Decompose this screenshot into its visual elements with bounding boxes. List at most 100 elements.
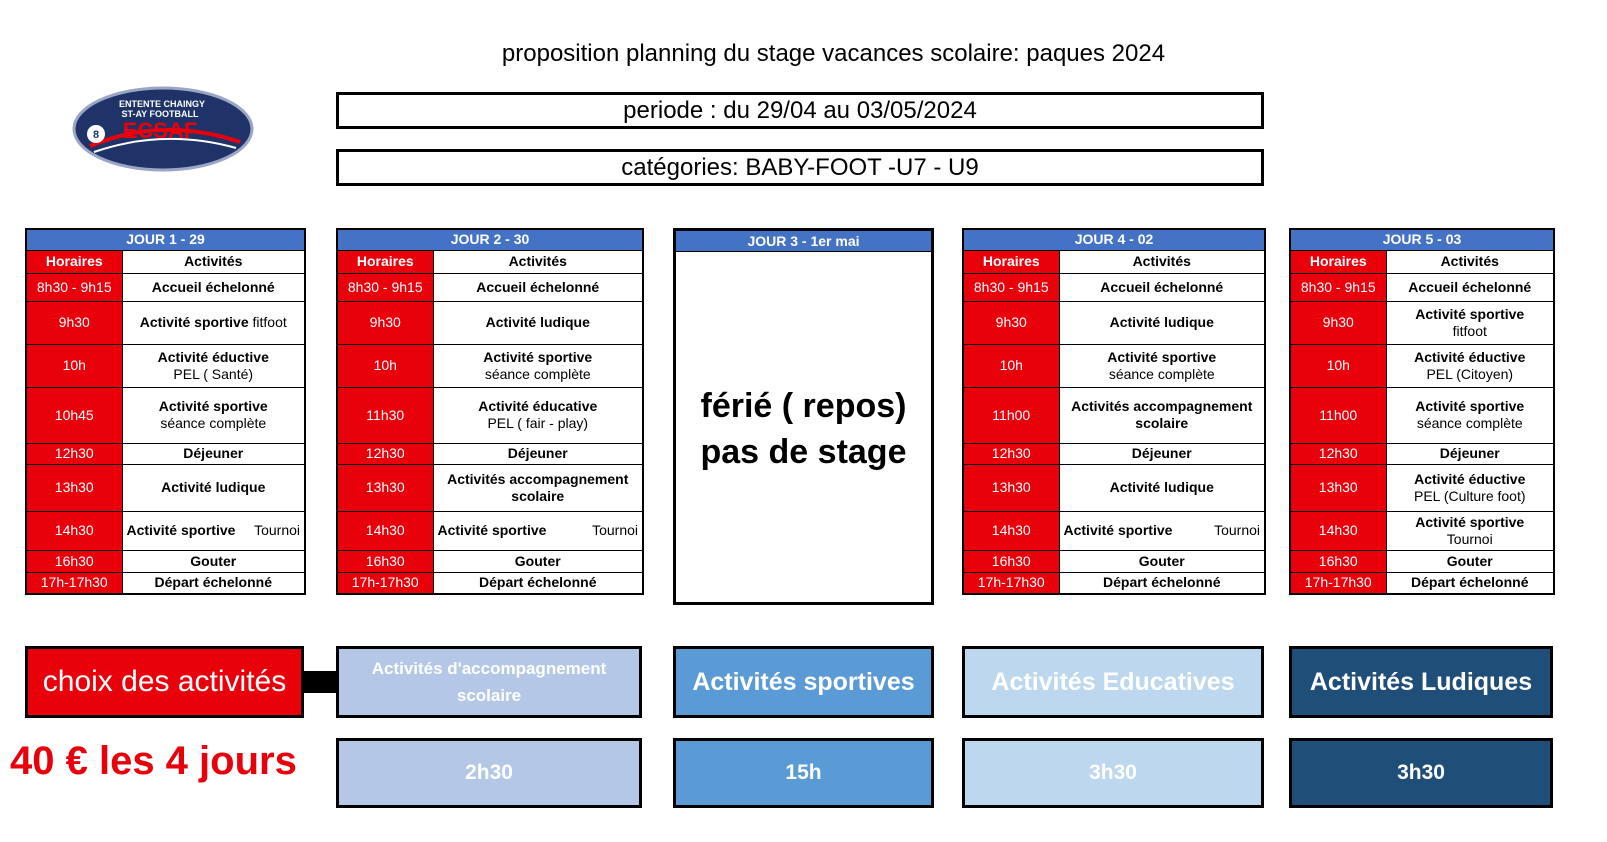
- activity-name: Activité éducative: [478, 398, 598, 414]
- table-row: 14h30 Activité sportive Tournoi: [336, 510, 644, 551]
- time-cell: 14h30: [25, 510, 123, 551]
- table-row: 16h30 Gouter: [1289, 549, 1555, 573]
- activity-name: Activités accompagnement scolaire: [447, 470, 629, 504]
- activity-name: Activité sportive: [126, 522, 236, 538]
- activity-cell: Activité sportive Tournoi: [432, 510, 644, 551]
- time-cell: 10h45: [25, 386, 123, 444]
- day-table-1: JOUR 1 - 29 Horaires Activités 8h30 - 9h15 A…: [25, 228, 306, 595]
- activity-cell: Départ échelonné: [121, 571, 306, 595]
- table-row: 12h30 Déjeuner: [1289, 442, 1555, 465]
- activity-cell: Activité sportive séance complète: [1058, 343, 1266, 388]
- activity-cell: Activité sportive fitfoot: [121, 300, 306, 345]
- time-cell: 12h30: [336, 442, 434, 465]
- time-cell: 14h30: [336, 510, 434, 551]
- day-title: JOUR 5 - 03: [1289, 228, 1555, 251]
- activity-name: Activité sportive: [437, 522, 547, 538]
- hours-sportives: 15h: [673, 738, 934, 808]
- activity-cell: Activité ludique: [121, 463, 306, 512]
- no-stage-text: pas de stage: [700, 433, 907, 471]
- activity-name: Activité sportive: [1415, 305, 1525, 322]
- svg-text:8: 8: [93, 129, 99, 141]
- activity-name: Activité éductive: [1414, 348, 1526, 365]
- table-row: 11h00 Activité sportive séance complète: [1289, 386, 1555, 444]
- activity-detail: PEL (Citoyen): [1426, 365, 1514, 382]
- time-cell: 11h00: [962, 386, 1060, 444]
- activity-name: Déjeuner: [1439, 445, 1500, 461]
- activity-detail: séance complète: [1416, 415, 1523, 431]
- activity-name: Déjeuner: [1131, 445, 1192, 461]
- activity-detail: séance complète: [1108, 365, 1215, 382]
- table-row: 10h45 Activité sportive séance complète: [25, 386, 306, 444]
- table-row: 10h Activité éductive PEL (Citoyen): [1289, 343, 1555, 388]
- logo-line2: ST-AY FOOTBALL: [121, 109, 199, 119]
- table-row: 17h-17h30 Départ échelonné: [962, 571, 1266, 595]
- table-row: 17h-17h30 Départ échelonné: [25, 571, 306, 595]
- time-cell: 12h30: [1289, 442, 1387, 465]
- hours-scolaire: 2h30: [336, 738, 642, 808]
- table-row: 14h30 Activité sportive Tournoi: [1289, 510, 1555, 551]
- choice-label: choix des activités: [25, 646, 304, 718]
- table-row: 17h-17h30 Départ échelonné: [1289, 571, 1555, 595]
- category-ludiques: Activités Ludiques: [1289, 646, 1553, 718]
- time-cell: 14h30: [962, 510, 1060, 551]
- activity-name: Activité sportive: [1063, 522, 1173, 538]
- activity-cell: Activité sportive séance complète: [1385, 386, 1555, 444]
- time-cell: 13h30: [336, 463, 434, 512]
- price-label: 40 € les 4 jours: [10, 739, 297, 783]
- table-row: 9h30 Activité sportive fitfoot: [1289, 300, 1555, 345]
- time-cell: 17h-17h30: [962, 571, 1060, 595]
- activity-name: Départ échelonné: [479, 574, 597, 591]
- category-educatives: Activités Educatives: [962, 646, 1264, 718]
- activity-detail: Tournoi: [1446, 530, 1493, 547]
- activity-cell: Activité éducative PEL ( fair - play): [432, 386, 644, 444]
- table-row: 10h Activité sportive séance complète: [962, 343, 1266, 388]
- time-cell: 14h30: [1289, 510, 1387, 551]
- activity-cell: Déjeuner: [1058, 442, 1266, 465]
- activity-name: Accueil échelonné: [1408, 278, 1532, 295]
- activity-name: Activités accompagnement scolaire: [1071, 398, 1253, 431]
- activity-detail: Tournoi: [1214, 522, 1260, 538]
- time-cell: 10h: [25, 343, 123, 388]
- activity-name: Déjeuner: [507, 445, 568, 461]
- time-cell: 10h: [962, 343, 1060, 388]
- activity-detail: PEL ( fair - play): [487, 415, 589, 431]
- activity-cell: Activité sportive séance complète: [121, 386, 306, 444]
- activity-cell: Activité sportive séance complète: [432, 343, 644, 388]
- time-cell: 13h30: [962, 463, 1060, 512]
- time-cell: 8h30 - 9h15: [336, 272, 434, 302]
- hours-header: Horaires: [336, 249, 434, 274]
- activity-cell: Déjeuner: [1385, 442, 1555, 465]
- time-cell: 9h30: [336, 300, 434, 345]
- time-cell: 8h30 - 9h15: [962, 272, 1060, 302]
- activity-cell: Activité sportive Tournoi: [1058, 510, 1266, 551]
- activity-name: Activité ludique: [161, 479, 266, 495]
- activity-name: Activité éductive: [157, 348, 269, 365]
- time-cell: 9h30: [25, 300, 123, 345]
- activity-name: Activité éductive: [1414, 470, 1526, 487]
- activity-cell: Départ échelonné: [432, 571, 644, 595]
- activity-cell: Activité sportive Tournoi: [1385, 510, 1555, 551]
- table-row: 13h30 Activités accompagnement scolaire: [336, 463, 644, 512]
- logo-line1: ENTENTE CHAINGY: [119, 99, 205, 109]
- activity-name: Départ échelonné: [1103, 574, 1221, 591]
- table-row: 16h30 Gouter: [962, 549, 1266, 573]
- table-row: 13h30 Activité ludique: [962, 463, 1266, 512]
- activity-cell: Activité éductive PEL ( Santé): [121, 343, 306, 388]
- table-row: 10h Activité éductive PEL ( Santé): [25, 343, 306, 388]
- activity-cell: Accueil échelonné: [432, 272, 644, 302]
- activity-name: Gouter: [1446, 552, 1493, 569]
- table-row: 8h30 - 9h15 Accueil échelonné: [25, 272, 306, 302]
- activity-detail: séance complète: [484, 365, 591, 382]
- time-cell: 12h30: [962, 442, 1060, 465]
- activity-cell: Déjeuner: [121, 442, 306, 465]
- activity-name: Activité sportive: [1415, 398, 1525, 414]
- activity-cell: Activité ludique: [1058, 463, 1266, 512]
- table-row: 13h30 Activité éductive PEL (Culture foot): [1289, 463, 1555, 512]
- activity-cell: Accueil échelonné: [1385, 272, 1555, 302]
- time-cell: 13h30: [1289, 463, 1387, 512]
- activity-name: Gouter: [1138, 552, 1185, 569]
- activity-cell: Activités accompagnement scolaire: [432, 463, 644, 512]
- activities-header: Activités: [432, 249, 644, 274]
- activity-cell: Activité sportive fitfoot: [1385, 300, 1555, 345]
- day-table-2: JOUR 2 - 30 Horaires Activités 8h30 - 9h15 A…: [336, 228, 644, 595]
